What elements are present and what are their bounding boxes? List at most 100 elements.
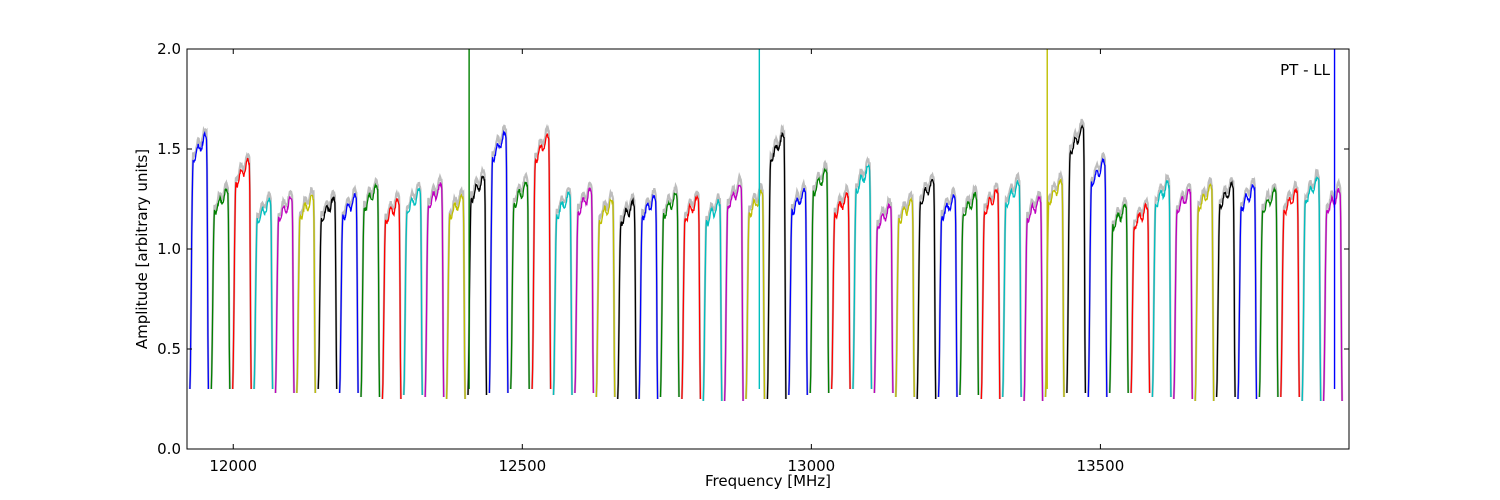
channel-trace: [873, 202, 894, 394]
background-channel-trace: [787, 178, 809, 396]
channel-trace: [1130, 202, 1151, 394]
background-channel-trace: [1151, 173, 1172, 398]
channel-trace: [959, 191, 980, 396]
channel-trace: [681, 194, 702, 400]
y-tick-label: 2.0: [157, 40, 181, 58]
channel-trace: [1066, 124, 1087, 394]
background-channel-trace: [509, 171, 531, 390]
background-channel-trace: [424, 172, 445, 398]
background-channel-trace: [958, 184, 980, 396]
ticks-layer: 12000 12500 13000 13500 0.0 0.5 1.0 1.5 2.0: [157, 40, 1349, 475]
background-channel-trace: [937, 186, 959, 398]
channel-trace: [274, 196, 295, 394]
channel-trace: [980, 187, 1001, 400]
x-tick-label: 12000: [209, 457, 257, 475]
background-channel-trace: [1279, 180, 1301, 398]
background-channel-trace: [1322, 177, 1344, 402]
y-tick-label: 0.0: [157, 440, 181, 458]
background-channel-trace: [573, 181, 595, 394]
channel-trace: [403, 187, 423, 396]
background-channel-trace: [231, 151, 253, 390]
background-channel-trace: [552, 186, 574, 396]
background-channel-trace: [210, 179, 231, 390]
channel-trace: [745, 189, 766, 400]
background-channel-trace: [1130, 196, 1151, 394]
background-channel-trace: [295, 186, 317, 394]
channel-trace: [1237, 183, 1258, 400]
y-tick-label: 1.5: [157, 140, 181, 158]
channel-trace: [424, 182, 445, 398]
channel-trace: [360, 182, 381, 398]
background-channel-trace: [402, 181, 424, 396]
channel-trace: [189, 130, 210, 390]
channel-trace: [659, 192, 680, 398]
channel-trace: [617, 197, 637, 400]
channel-trace: [766, 131, 787, 400]
channel-trace: [210, 188, 231, 390]
y-tick-label: 1.0: [157, 240, 181, 258]
background-channel-trace: [1301, 168, 1322, 402]
channel-trace: [1087, 157, 1108, 398]
background-channel-trace: [766, 123, 787, 400]
background-channel-trace: [188, 126, 210, 390]
channel-trace: [552, 191, 573, 396]
channel-trace: [595, 198, 616, 398]
background-channel-trace: [1172, 182, 1194, 400]
channel-trace: [317, 196, 338, 390]
channel-trace: [1258, 186, 1279, 398]
channel-trace: [638, 193, 659, 400]
background-channel-trace: [317, 189, 338, 390]
channel-trace: [1280, 188, 1300, 398]
x-tick-label: 13000: [787, 457, 835, 475]
channel-trace: [723, 184, 744, 402]
channel-trace: [1151, 180, 1172, 398]
background-channel-trace: [638, 187, 659, 400]
background-channel-trace: [659, 181, 681, 398]
annotation-pt-ll: PT - LL: [1280, 61, 1331, 79]
background-channel-trace: [253, 191, 274, 390]
background-channel-trace: [1258, 182, 1279, 398]
channel-trace: [1002, 179, 1022, 398]
background-channel-trace: [381, 189, 402, 400]
background-channel-trace: [616, 192, 638, 400]
channel-trace: [574, 187, 595, 394]
background-channel-trace: [702, 193, 723, 402]
channel-trace: [788, 187, 808, 396]
background-channel-trace: [274, 189, 296, 394]
background-channel-trace: [595, 188, 616, 398]
channel-trace: [1109, 203, 1129, 394]
background-channel-trace: [830, 183, 852, 390]
background-channel-trace: [531, 123, 552, 390]
channel-trace: [445, 193, 466, 400]
channel-trace: [488, 129, 509, 394]
channel-trace: [1194, 183, 1215, 402]
channel-trace: [937, 194, 958, 398]
background-channel-trace: [1001, 171, 1023, 398]
channel-trace: [916, 178, 937, 400]
background-channel-trace: [466, 165, 488, 396]
background-channel-trace: [1215, 177, 1237, 398]
background-channel-trace: [894, 190, 916, 398]
background-channel-trace: [916, 171, 937, 400]
series-layer: [188, 49, 1344, 402]
y-axis-label: Amplitude [arbitrary units]: [133, 149, 151, 349]
channel-trace: [232, 157, 252, 390]
background-channel-trace: [873, 195, 894, 394]
channel-trace: [296, 194, 316, 394]
background-channel-trace: [359, 176, 381, 398]
channel-trace: [702, 199, 723, 402]
x-tick-label: 12500: [498, 457, 546, 475]
channel-trace: [852, 163, 873, 390]
background-channel-trace: [980, 182, 1001, 400]
channel-trace: [510, 181, 530, 390]
channel-trace: [1044, 178, 1065, 398]
x-tick-label: 13500: [1077, 457, 1125, 475]
background-channel-trace: [809, 159, 830, 394]
channel-trace: [531, 133, 552, 390]
background-channel-trace: [1194, 176, 1215, 402]
channel-trace: [809, 167, 830, 394]
background-channel-trace: [851, 156, 873, 390]
channel-trace: [830, 192, 851, 390]
